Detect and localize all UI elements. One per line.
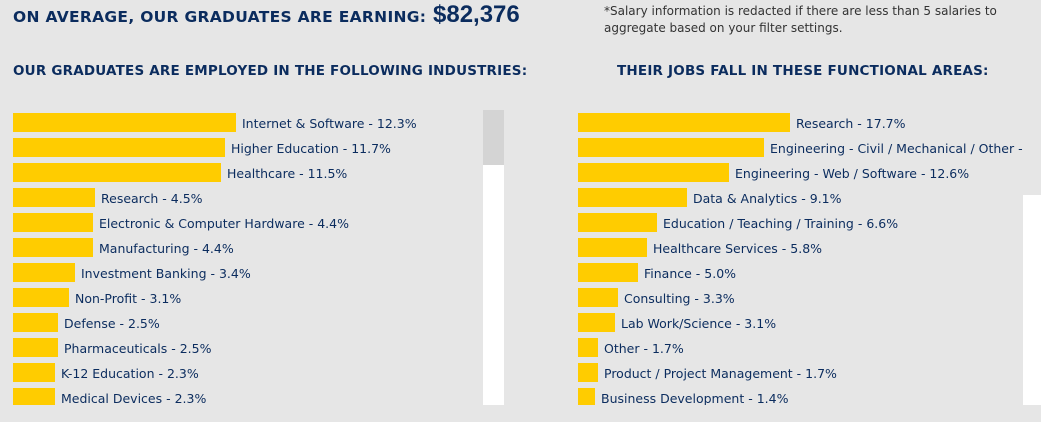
industries-chart-title: OUR GRADUATES ARE EMPLOYED IN THE FOLLOW… — [13, 63, 528, 79]
function-label: Healthcare Services - 5.8% — [653, 241, 823, 256]
function-row[interactable]: Business Development - 1.4% — [578, 385, 1023, 405]
function-row[interactable]: Lab Work/Science - 3.1% — [578, 310, 1023, 332]
industry-row[interactable]: Manufacturing - 4.4% — [13, 235, 483, 257]
industry-row[interactable]: Internet & Software - 12.3% — [13, 110, 483, 132]
industries-scroll-thumb[interactable] — [483, 110, 504, 165]
industry-row[interactable]: Medical Devices - 2.3% — [13, 385, 483, 405]
function-bar — [578, 188, 687, 207]
industry-bar — [13, 213, 93, 232]
function-label: Education / Teaching / Training - 6.6% — [663, 216, 899, 231]
industry-label: Higher Education - 11.7% — [231, 141, 391, 156]
industry-row[interactable]: Non-Profit - 3.1% — [13, 285, 483, 307]
industry-bar — [13, 163, 221, 182]
function-row[interactable]: Healthcare Services - 5.8% — [578, 235, 1023, 257]
industry-bar — [13, 113, 236, 132]
industry-bar — [13, 313, 58, 332]
industry-bar — [13, 288, 69, 307]
industry-label: Pharmaceuticals - 2.5% — [64, 341, 212, 356]
function-bar — [578, 238, 647, 257]
industry-bar — [13, 388, 55, 405]
industry-label: Defense - 2.5% — [64, 316, 160, 331]
industry-label: Non-Profit - 3.1% — [75, 291, 182, 306]
function-label: Product / Project Management - 1.7% — [604, 366, 837, 381]
industry-label: Healthcare - 11.5% — [227, 166, 348, 181]
industry-bar — [13, 363, 55, 382]
function-row[interactable]: Engineering - Civil / Mechanical / Other… — [578, 135, 1023, 157]
function-label: Finance - 5.0% — [644, 266, 737, 281]
function-label: Business Development - 1.4% — [601, 391, 789, 405]
industry-bar — [13, 338, 58, 357]
function-bar — [578, 138, 764, 157]
function-label: Other - 1.7% — [604, 341, 684, 356]
function-label: Engineering - Civil / Mechanical / Other… — [770, 141, 1023, 156]
industry-row[interactable]: Defense - 2.5% — [13, 310, 483, 332]
function-row[interactable]: Education / Teaching / Training - 6.6% — [578, 210, 1023, 232]
function-row[interactable]: Other - 1.7% — [578, 335, 1023, 357]
industry-label: Electronic & Computer Hardware - 4.4% — [99, 216, 349, 231]
functional-areas-scrollbar[interactable] — [1023, 195, 1041, 405]
function-row[interactable]: Consulting - 3.3% — [578, 285, 1023, 307]
function-bar — [578, 113, 790, 132]
average-salary-label: ON AVERAGE, OUR GRADUATES ARE EARNING: — [13, 8, 427, 26]
function-label: Research - 17.7% — [796, 116, 906, 131]
function-label: Engineering - Web / Software - 12.6% — [735, 166, 970, 181]
function-label: Lab Work/Science - 3.1% — [621, 316, 777, 331]
industry-label: Internet & Software - 12.3% — [242, 116, 417, 131]
industry-row[interactable]: K-12 Education - 2.3% — [13, 360, 483, 382]
industry-bar — [13, 238, 93, 257]
industry-label: Research - 4.5% — [101, 191, 203, 206]
function-bar — [578, 313, 615, 332]
industry-bar — [13, 188, 95, 207]
function-row[interactable]: Finance - 5.0% — [578, 260, 1023, 282]
industry-row[interactable]: Higher Education - 11.7% — [13, 135, 483, 157]
function-bar — [578, 338, 598, 357]
function-bar — [578, 288, 618, 307]
industry-label: K-12 Education - 2.3% — [61, 366, 199, 381]
function-row[interactable]: Product / Project Management - 1.7% — [578, 360, 1023, 382]
industry-bar — [13, 263, 75, 282]
functional-areas-bar-chart[interactable]: Research - 17.7% Engineering - Civil / Me… — [578, 110, 1023, 405]
function-bar — [578, 263, 638, 282]
function-bar — [578, 363, 598, 382]
function-bar — [578, 163, 729, 182]
industry-row[interactable]: Investment Banking - 3.4% — [13, 260, 483, 282]
industry-row[interactable]: Electronic & Computer Hardware - 4.4% — [13, 210, 483, 232]
function-label: Data & Analytics - 9.1% — [693, 191, 842, 206]
function-row[interactable]: Data & Analytics - 9.1% — [578, 185, 1023, 207]
industry-label: Investment Banking - 3.4% — [81, 266, 251, 281]
function-bar — [578, 388, 595, 405]
industry-row[interactable]: Pharmaceuticals - 2.5% — [13, 335, 483, 357]
function-label: Consulting - 3.3% — [624, 291, 735, 306]
industry-row[interactable]: Healthcare - 11.5% — [13, 160, 483, 182]
functional-areas-chart-title: THEIR JOBS FALL IN THESE FUNCTIONAL AREA… — [617, 63, 989, 79]
industry-bar — [13, 138, 225, 157]
function-row[interactable]: Engineering - Web / Software - 12.6% — [578, 160, 1023, 182]
average-salary-value: $82,376 — [433, 1, 520, 28]
salary-redaction-note: *Salary information is redacted if there… — [604, 4, 997, 35]
function-bar — [578, 213, 657, 232]
industries-bar-chart[interactable]: Internet & Software - 12.3% Higher Educat… — [13, 110, 483, 405]
industries-scrollbar[interactable] — [483, 110, 504, 405]
industry-label: Medical Devices - 2.3% — [61, 391, 207, 405]
industry-row[interactable]: Research - 4.5% — [13, 185, 483, 207]
industry-label: Manufacturing - 4.4% — [99, 241, 234, 256]
function-row[interactable]: Research - 17.7% — [578, 110, 1023, 132]
